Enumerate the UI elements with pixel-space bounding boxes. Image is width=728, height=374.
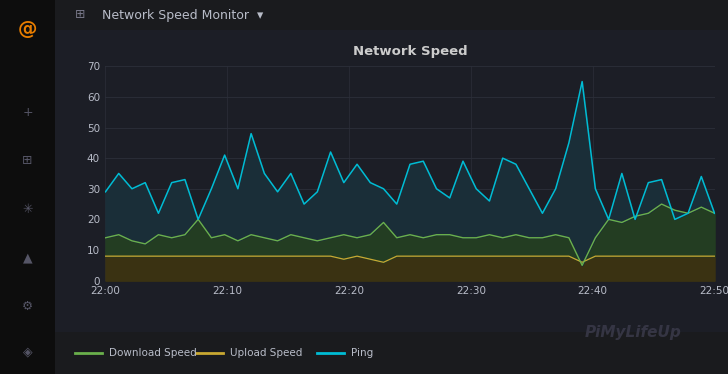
Title: Network Speed: Network Speed [352,45,467,58]
Text: Upload Speed: Upload Speed [230,348,302,358]
Text: ⊞: ⊞ [75,9,86,21]
Text: +: + [22,106,33,119]
Text: ⊞: ⊞ [23,154,33,167]
Text: Network Speed Monitor  ▾: Network Speed Monitor ▾ [102,9,264,21]
Text: ◈: ◈ [23,345,32,358]
Text: Ping: Ping [351,348,373,358]
Text: PiMyLifeUp: PiMyLifeUp [585,325,681,340]
Text: ✳: ✳ [23,203,33,216]
Text: ▲: ▲ [23,252,32,264]
Text: @: @ [17,21,37,39]
Text: ⚙: ⚙ [22,300,33,313]
Text: Download Speed: Download Speed [109,348,197,358]
